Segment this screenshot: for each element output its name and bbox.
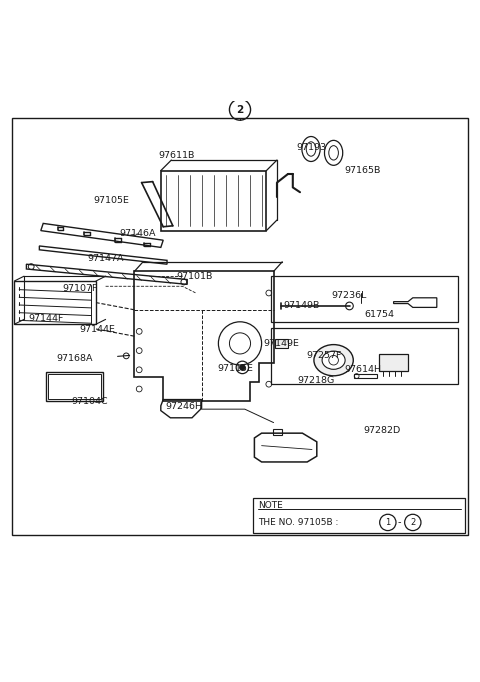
- Ellipse shape: [314, 344, 353, 376]
- Text: THE NO. 97105B :: THE NO. 97105B :: [258, 518, 341, 527]
- Text: 97149B: 97149B: [283, 301, 320, 310]
- Text: 97168A: 97168A: [57, 354, 93, 363]
- Text: 97107F: 97107F: [62, 284, 98, 293]
- Circle shape: [240, 364, 245, 370]
- Text: 97614H: 97614H: [345, 365, 382, 374]
- Bar: [48, 374, 101, 399]
- Bar: [253, 499, 465, 533]
- Text: 1: 1: [385, 518, 390, 527]
- Ellipse shape: [302, 136, 320, 162]
- Ellipse shape: [324, 140, 343, 165]
- Bar: [271, 276, 458, 322]
- Text: 97236L: 97236L: [331, 291, 367, 300]
- Ellipse shape: [306, 142, 316, 156]
- Ellipse shape: [329, 146, 338, 160]
- Text: 61754: 61754: [365, 310, 395, 319]
- Text: 97282D: 97282D: [364, 426, 401, 435]
- Text: -: -: [397, 518, 401, 527]
- Text: 97193: 97193: [297, 143, 327, 152]
- Bar: [12, 118, 468, 535]
- Text: 97246H: 97246H: [166, 402, 203, 411]
- Text: 2: 2: [410, 518, 415, 527]
- Bar: [271, 327, 458, 384]
- Bar: [273, 429, 282, 434]
- Text: 97115E: 97115E: [217, 364, 253, 373]
- Text: 97101B: 97101B: [177, 271, 213, 281]
- Text: 2: 2: [236, 104, 244, 115]
- Ellipse shape: [322, 351, 345, 370]
- Text: 97257F: 97257F: [306, 351, 342, 360]
- Text: 97147A: 97147A: [88, 254, 124, 263]
- Text: 97144E: 97144E: [79, 325, 115, 334]
- Text: 97218G: 97218G: [298, 376, 335, 385]
- Text: 97146A: 97146A: [119, 229, 156, 239]
- Text: NOTE: NOTE: [258, 501, 283, 509]
- Bar: [46, 372, 103, 401]
- Text: 97105E: 97105E: [94, 196, 130, 205]
- Text: 97144F: 97144F: [29, 314, 64, 323]
- Text: 97149E: 97149E: [263, 340, 299, 349]
- Bar: [379, 354, 408, 371]
- Bar: [275, 338, 288, 349]
- Text: 97165B: 97165B: [345, 166, 381, 175]
- Text: 97104C: 97104C: [71, 398, 108, 406]
- Text: 97611B: 97611B: [158, 151, 195, 160]
